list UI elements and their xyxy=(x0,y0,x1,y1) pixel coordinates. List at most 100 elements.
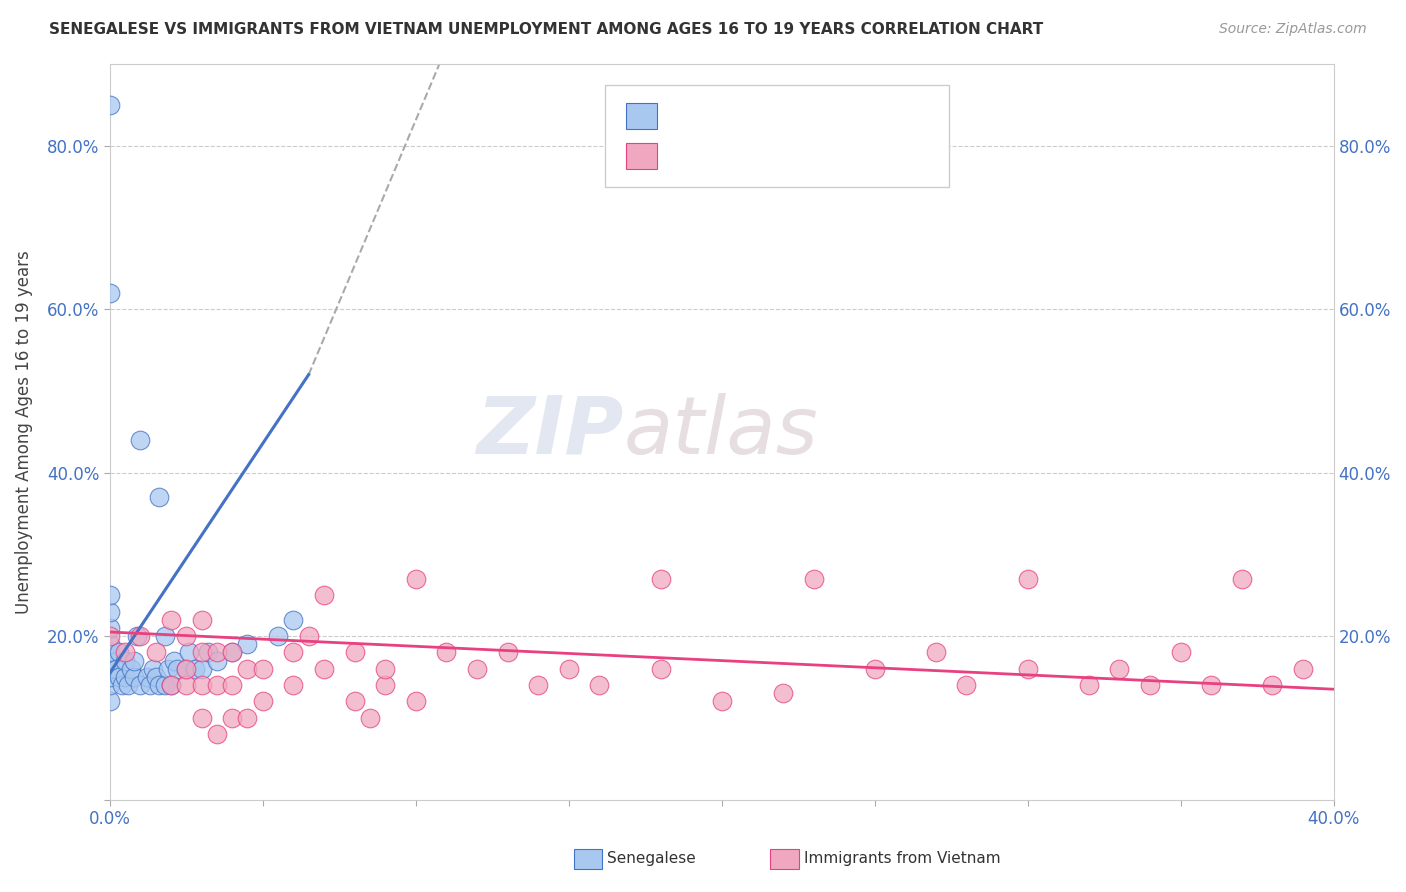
Point xyxy=(955,678,977,692)
Point xyxy=(153,678,176,692)
Point xyxy=(108,670,131,684)
Point xyxy=(405,694,427,708)
Point xyxy=(114,654,136,668)
Point xyxy=(1170,645,1192,659)
Point xyxy=(124,654,146,668)
Point xyxy=(114,645,136,659)
Point xyxy=(138,678,160,692)
Point xyxy=(267,629,290,643)
Point xyxy=(98,670,121,684)
Point xyxy=(148,678,170,692)
Point xyxy=(190,711,212,725)
Point xyxy=(104,662,127,676)
Point xyxy=(114,670,136,684)
Point xyxy=(98,645,121,659)
Point xyxy=(205,654,228,668)
Point xyxy=(98,285,121,300)
Point xyxy=(1017,572,1039,586)
Point xyxy=(205,727,228,741)
Point xyxy=(145,670,167,684)
Point xyxy=(312,588,335,602)
Point xyxy=(343,694,366,708)
Point xyxy=(1139,678,1161,692)
Point xyxy=(98,662,121,676)
Point xyxy=(925,645,948,659)
Point xyxy=(221,645,243,659)
Point xyxy=(374,662,396,676)
Point xyxy=(343,645,366,659)
Text: Source: ZipAtlas.com: Source: ZipAtlas.com xyxy=(1219,22,1367,37)
Point xyxy=(434,645,457,659)
Point xyxy=(205,678,228,692)
Text: Immigrants from Vietnam: Immigrants from Vietnam xyxy=(804,852,1001,866)
Point xyxy=(283,613,305,627)
Point xyxy=(129,678,152,692)
Point xyxy=(98,629,121,643)
Point xyxy=(98,588,121,602)
Point xyxy=(1261,678,1284,692)
Point xyxy=(252,662,274,676)
Point xyxy=(184,662,207,676)
Point xyxy=(156,662,179,676)
Point xyxy=(588,678,610,692)
Point xyxy=(221,645,243,659)
Point xyxy=(145,645,167,659)
Point xyxy=(650,662,672,676)
Text: atlas: atlas xyxy=(624,392,818,471)
Point xyxy=(527,678,550,692)
Point xyxy=(496,645,519,659)
Text: R = -0.249   N = 59: R = -0.249 N = 59 xyxy=(665,147,842,165)
Point xyxy=(1292,662,1315,676)
Point xyxy=(221,678,243,692)
Point xyxy=(1230,572,1253,586)
Point xyxy=(148,490,170,504)
Point xyxy=(98,637,121,651)
Point xyxy=(98,621,121,635)
Point xyxy=(283,645,305,659)
Point xyxy=(221,711,243,725)
Point xyxy=(236,637,259,651)
Point xyxy=(298,629,321,643)
Point xyxy=(772,686,794,700)
Point xyxy=(1077,678,1099,692)
Point xyxy=(252,694,274,708)
Point xyxy=(153,629,176,643)
Point xyxy=(108,645,131,659)
Point xyxy=(98,98,121,112)
Point xyxy=(176,662,198,676)
Point xyxy=(558,662,581,676)
Point xyxy=(236,662,259,676)
Point xyxy=(283,678,305,692)
Point xyxy=(160,613,183,627)
Point xyxy=(111,678,134,692)
Point xyxy=(98,678,121,692)
Text: R =  0.404   N = 47: R = 0.404 N = 47 xyxy=(665,106,841,124)
Point xyxy=(176,629,198,643)
Point xyxy=(236,711,259,725)
Point xyxy=(98,694,121,708)
Point xyxy=(135,670,157,684)
Point xyxy=(405,572,427,586)
Point xyxy=(205,645,228,659)
Point xyxy=(710,694,733,708)
Point xyxy=(142,662,165,676)
Text: ZIP: ZIP xyxy=(477,392,624,471)
Point xyxy=(190,645,212,659)
Point xyxy=(98,605,121,619)
Point xyxy=(312,662,335,676)
Point xyxy=(120,662,142,676)
Point xyxy=(190,662,212,676)
Point xyxy=(1199,678,1222,692)
Point xyxy=(176,678,198,692)
Point xyxy=(117,678,139,692)
Point xyxy=(374,678,396,692)
Point xyxy=(160,678,183,692)
Point xyxy=(359,711,381,725)
Point xyxy=(190,613,212,627)
Point xyxy=(176,662,198,676)
Y-axis label: Unemployment Among Ages 16 to 19 years: Unemployment Among Ages 16 to 19 years xyxy=(15,250,32,614)
Point xyxy=(166,662,188,676)
Point xyxy=(124,670,146,684)
Point xyxy=(863,662,886,676)
Point xyxy=(650,572,672,586)
